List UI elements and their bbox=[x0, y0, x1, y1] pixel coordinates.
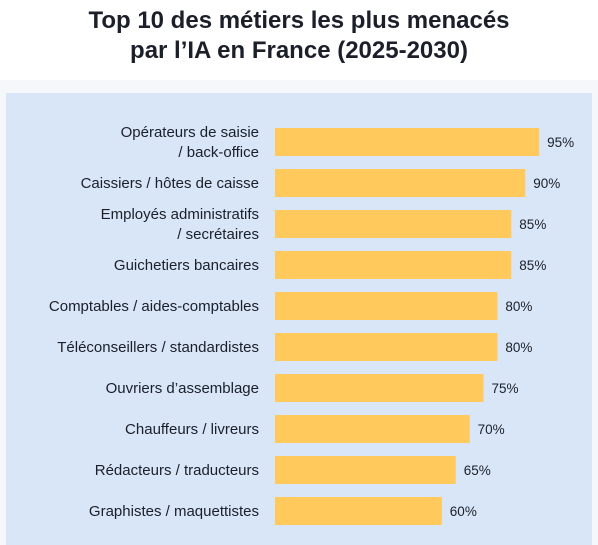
value-label-4: 85% bbox=[519, 258, 546, 273]
category-label-9: Rédacteurs / traducteurs bbox=[95, 462, 259, 479]
bar-10 bbox=[275, 497, 442, 525]
bar-1 bbox=[275, 128, 540, 156]
category-label-3-line-1: Employés administratifs bbox=[101, 206, 259, 223]
value-label-8: 70% bbox=[478, 422, 505, 437]
category-label-1-line-1: Opérateurs de saisie bbox=[121, 124, 259, 141]
value-label-1: 95% bbox=[547, 135, 574, 150]
value-label-3: 85% bbox=[519, 217, 546, 232]
bar-3 bbox=[275, 210, 512, 238]
value-label-9: 65% bbox=[464, 463, 491, 478]
category-label-3-line-2: / secrétaires bbox=[177, 226, 259, 243]
category-label-10: Graphistes / maquettistes bbox=[89, 503, 259, 520]
category-label-1-line-2: / back-office bbox=[178, 144, 259, 161]
bar-5 bbox=[275, 292, 498, 320]
bar-6 bbox=[275, 333, 498, 361]
category-label-6: Téléconseillers / standardistes bbox=[57, 339, 259, 356]
bar-8 bbox=[275, 415, 470, 443]
chart-title-line-2: par l’IA en France (2025-2030) bbox=[130, 37, 468, 64]
chart-title: Top 10 des métiers les plus menacés par … bbox=[0, 6, 598, 66]
value-label-6: 80% bbox=[505, 340, 532, 355]
category-label-4: Guichetiers bancaires bbox=[114, 257, 259, 274]
value-label-5: 80% bbox=[505, 299, 532, 314]
bar-2 bbox=[275, 169, 526, 197]
category-label-8: Chauffeurs / livreurs bbox=[125, 421, 259, 438]
value-label-10: 60% bbox=[450, 504, 477, 519]
title-area: Top 10 des métiers les plus menacés par … bbox=[0, 0, 598, 80]
bar-7 bbox=[275, 374, 484, 402]
value-label-7: 75% bbox=[492, 381, 519, 396]
value-label-2: 90% bbox=[533, 176, 560, 191]
category-label-2: Caissiers / hôtes de caisse bbox=[81, 175, 259, 192]
category-label-5: Comptables / aides-comptables bbox=[49, 298, 259, 315]
category-label-7: Ouvriers d’assemblage bbox=[106, 380, 259, 397]
bar-4 bbox=[275, 251, 512, 279]
bar-9 bbox=[275, 456, 456, 484]
chart-title-line-1: Top 10 des métiers les plus menacés bbox=[88, 7, 510, 34]
